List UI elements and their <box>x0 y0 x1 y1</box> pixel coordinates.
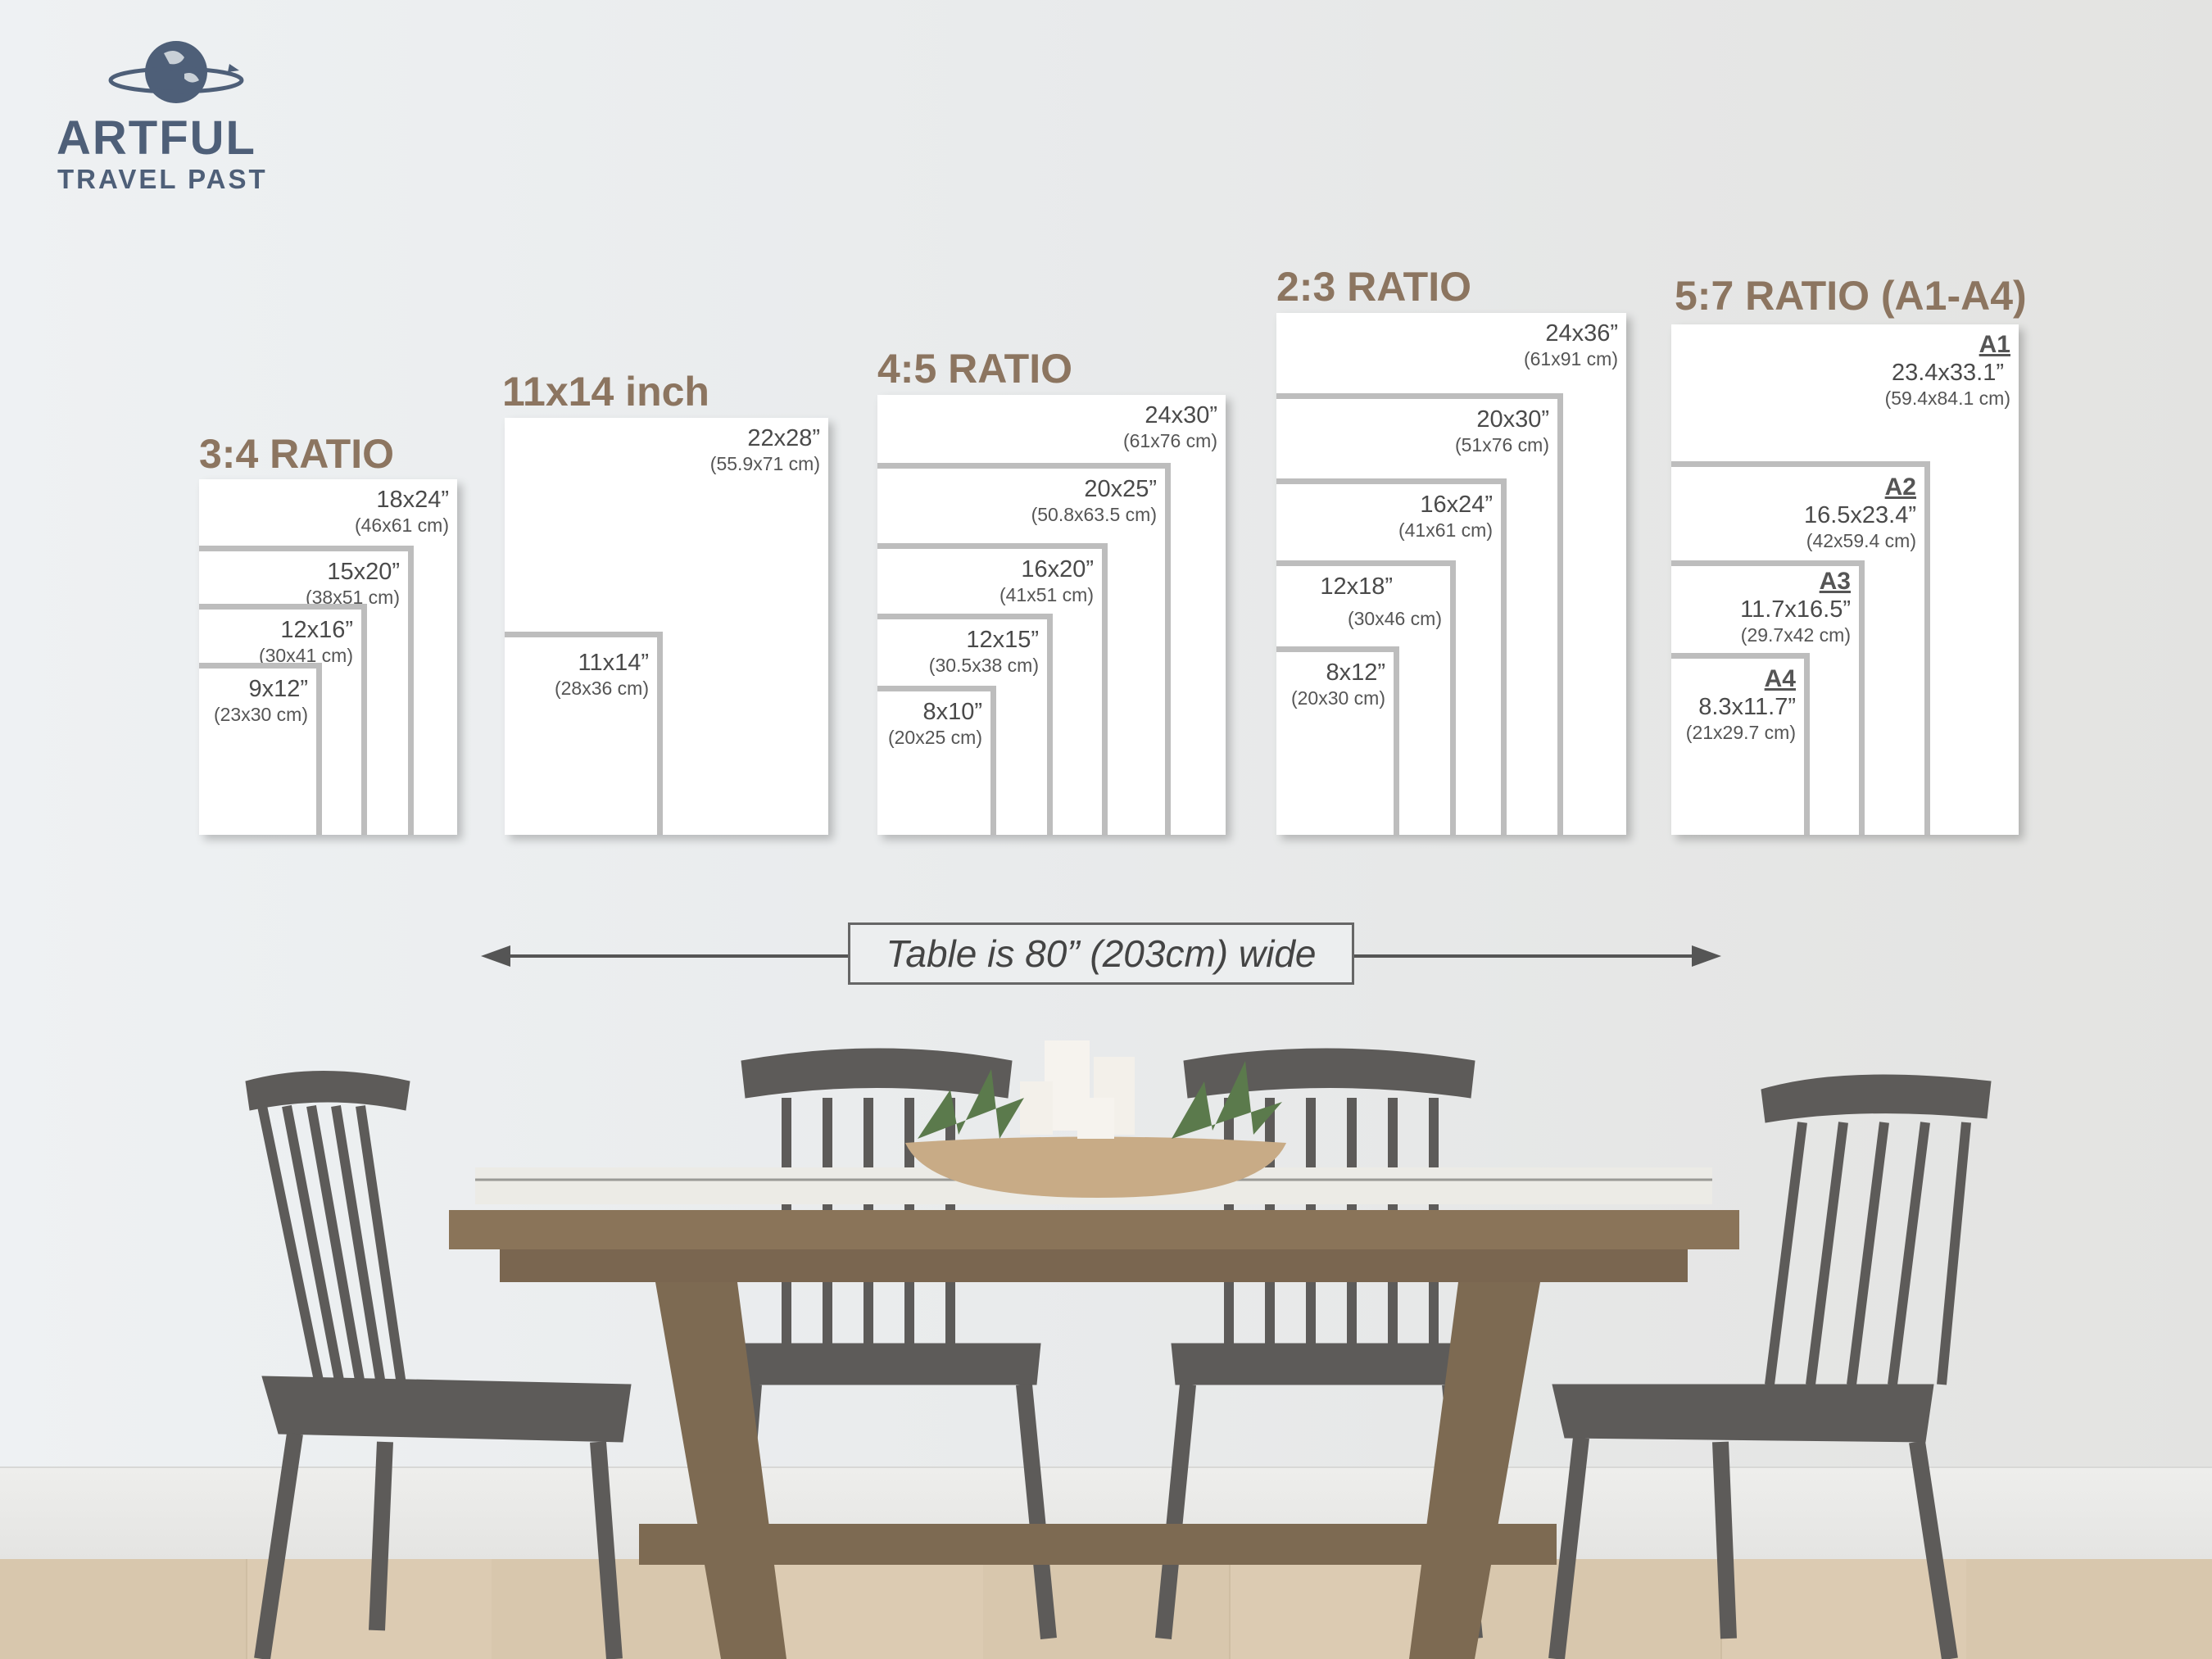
frame-9x12: 9x12” (23x30 cm) <box>199 663 322 835</box>
frame-size-cm: (41x61 cm) <box>1398 519 1493 541</box>
frame-a4: A4 8.3x11.7” (21x29.7 cm) <box>1671 653 1810 835</box>
frame-size-inch: 12x15” <box>966 627 1039 653</box>
frame-size-inch: 18x24” <box>376 487 449 513</box>
frame-size-cm: (42x59.4 cm) <box>1806 530 1916 551</box>
frame-size-inch: 11.7x16.5” <box>1740 596 1851 623</box>
table-width-label: Table is 80” (203cm) wide <box>848 922 1354 985</box>
centerpiece <box>905 1040 1286 1198</box>
frame-size-cm: (41x51 cm) <box>999 584 1094 605</box>
frame-size-cm: (20x30 cm) <box>1290 687 1385 709</box>
frame-size-cm: (30x41 cm) <box>258 645 353 666</box>
frame-size-cm: (61x76 cm) <box>1122 430 1217 451</box>
frame-size-cm: (50.8x63.5 cm) <box>1031 504 1157 525</box>
frame-paper-label: A2 <box>1884 474 1916 501</box>
dining-table <box>449 1167 1739 1659</box>
group-title-5-7: 5:7 RATIO (A1-A4) <box>1675 273 2027 319</box>
frame-group-4-5: 24x30” (61x76 cm) 20x25” (50.8x63.5 cm) 16… <box>877 395 1226 835</box>
frame-size-inch: 24x30” <box>1145 402 1217 428</box>
frame-size-cm: (55.9x71 cm) <box>709 453 820 474</box>
frame-8x10: 8x10” (20x25 cm) <box>877 686 996 835</box>
frame-size-inch: 20x25” <box>1084 476 1157 502</box>
wood-floor <box>0 1559 2212 1659</box>
frame-size-cm: (30x46 cm) <box>1347 608 1442 629</box>
group-title-4-5: 4:5 RATIO <box>877 346 1072 392</box>
frame-size-cm: (51x76 cm) <box>1454 434 1549 456</box>
frame-group-11x14: 22x28” (55.9x71 cm) 11x14” (28x36 cm) <box>505 418 828 835</box>
group-title-3-4: 3:4 RATIO <box>199 431 394 477</box>
chair-left <box>245 1071 632 1659</box>
group-title-11x14: 11x14 inch <box>502 369 709 415</box>
measure-line-right <box>1354 954 1707 958</box>
frame-size-cm: (59.4x84.1 cm) <box>1884 388 2010 409</box>
logo-line2: TRAVEL PAST <box>57 164 268 194</box>
frame-size-cm: (46x61 cm) <box>354 514 449 536</box>
frame-size-cm: (20x25 cm) <box>887 727 982 748</box>
logo: ARTFUL TRAVEL PAST <box>49 33 295 197</box>
frame-8x12: 8x12” (20x30 cm) <box>1276 646 1399 835</box>
chair-right <box>1548 1074 1992 1659</box>
frame-11x14: 11x14” (28x36 cm) <box>505 632 663 835</box>
frame-group-5-7: A1 23.4x33.1” (59.4x84.1 cm) A2 16.5x23.4”(… <box>1671 324 2019 835</box>
frame-size-cm: (61x91 cm) <box>1523 348 1618 369</box>
frame-size-inch: 20x30” <box>1476 406 1549 433</box>
logo-line1: ARTFUL <box>57 111 256 165</box>
frame-size-inch: 8.3x11.7” <box>1698 694 1796 720</box>
frame-size-inch: 12x16” <box>280 617 353 643</box>
frame-size-inch: 9x12” <box>248 676 308 702</box>
frame-size-inch: 11x14” <box>578 650 649 676</box>
frame-size-cm: (30.5x38 cm) <box>928 655 1039 676</box>
frame-paper-label: A3 <box>1819 568 1851 595</box>
frame-size-inch: 16x20” <box>1021 556 1094 582</box>
frame-paper-label: A1 <box>1979 331 2010 358</box>
frame-group-3-4: 18x24” (46x61 cm) 15x20” (38x51 cm) 12x16”… <box>199 479 457 835</box>
globe-with-orbit-icon <box>108 41 244 103</box>
frame-size-cm: (23x30 cm) <box>213 704 308 725</box>
frame-size-inch: 16x24” <box>1420 492 1493 518</box>
frame-size-inch: 8x12” <box>1326 660 1385 686</box>
frame-size-inch: 12x18” <box>1320 573 1393 600</box>
frame-size-cm: (28x36 cm) <box>554 678 649 699</box>
frame-group-2-3: 24x36” (61x91 cm) 20x30” (51x76 cm) 16x24”… <box>1276 313 1626 835</box>
measure-line-left <box>492 954 848 958</box>
frame-size-inch: 23.4x33.1” <box>1891 360 2004 386</box>
frame-size-inch: 8x10” <box>922 699 982 725</box>
frame-size-cm: (21x29.7 cm) <box>1685 722 1796 743</box>
frame-size-cm: (29.7x42 cm) <box>1740 624 1851 646</box>
frame-size-inch: 24x36” <box>1545 320 1618 347</box>
frame-paper-label: A4 <box>1764 665 1796 692</box>
frame-size-inch: 22x28” <box>747 425 820 451</box>
group-title-2-3: 2:3 RATIO <box>1276 264 1471 310</box>
dining-set-illustration <box>245 1040 1992 1659</box>
frame-size-inch: 15x20” <box>327 559 400 585</box>
frame-size-inch: 16.5x23.4” <box>1803 502 1916 528</box>
arrow-right-icon <box>1692 945 1721 967</box>
arrow-left-icon <box>481 945 510 967</box>
